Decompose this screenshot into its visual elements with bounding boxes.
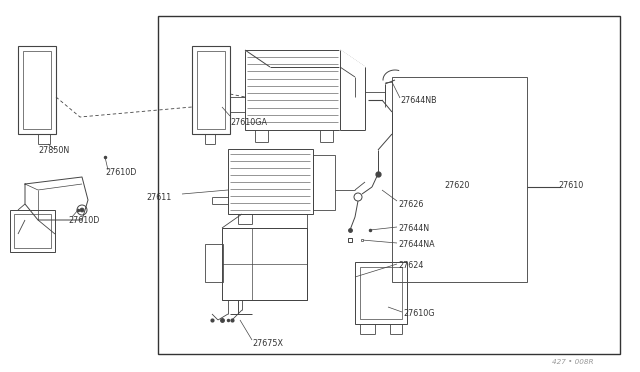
- Polygon shape: [245, 50, 365, 67]
- Bar: [392, 77, 527, 282]
- Bar: [10, 210, 55, 252]
- Text: 27644N: 27644N: [398, 224, 429, 232]
- Bar: [197, 51, 225, 129]
- Text: 27610D: 27610D: [105, 167, 136, 176]
- Bar: [14, 214, 51, 248]
- Text: 27644NA: 27644NA: [398, 240, 435, 248]
- Text: 27624: 27624: [398, 262, 424, 270]
- Text: 27611: 27611: [147, 192, 172, 202]
- Bar: [158, 16, 620, 354]
- Bar: [192, 46, 230, 134]
- Text: 27644NB: 27644NB: [400, 96, 436, 105]
- Bar: [313, 155, 335, 210]
- Text: 27610: 27610: [558, 180, 583, 189]
- Bar: [228, 149, 313, 214]
- Text: 27610GA: 27610GA: [230, 118, 267, 126]
- Polygon shape: [340, 50, 365, 130]
- Bar: [245, 50, 340, 130]
- Bar: [18, 46, 56, 134]
- Bar: [23, 51, 51, 129]
- Text: 427 • 008R: 427 • 008R: [552, 359, 593, 365]
- Bar: [205, 244, 223, 282]
- Circle shape: [80, 208, 84, 212]
- Bar: [222, 228, 307, 300]
- Text: 27610G: 27610G: [403, 310, 435, 318]
- Text: 27675X: 27675X: [252, 340, 283, 349]
- Text: 27626: 27626: [398, 199, 424, 208]
- Text: 27850N: 27850N: [38, 145, 69, 154]
- Text: 27620: 27620: [444, 180, 469, 189]
- Bar: [355, 262, 407, 324]
- Bar: [360, 267, 402, 319]
- Text: 27610D: 27610D: [68, 215, 99, 224]
